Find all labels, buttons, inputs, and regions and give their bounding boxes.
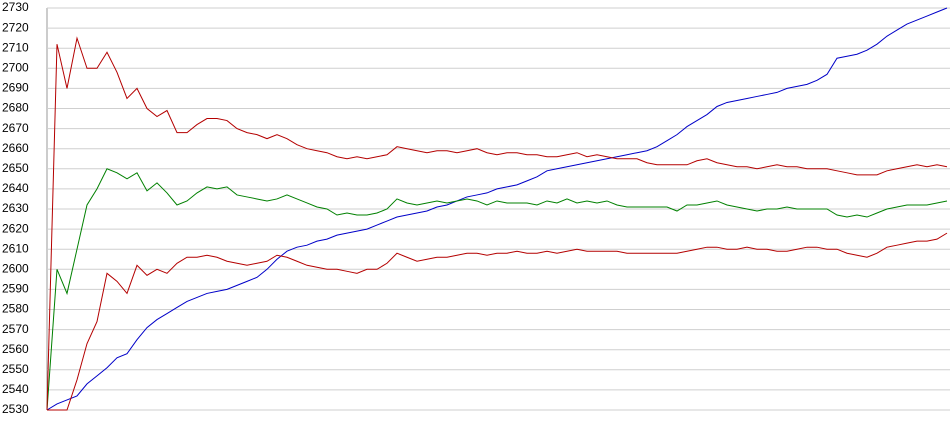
y-tick-label: 2640 — [2, 181, 29, 195]
series-line — [46, 168, 948, 411]
series-line — [46, 36, 948, 411]
y-tick-label: 2670 — [2, 121, 29, 135]
y-tick-label: 2570 — [2, 322, 29, 336]
y-tick-label: 2550 — [2, 362, 29, 376]
y-tick-label: 2600 — [2, 261, 29, 275]
y-tick-label: 2620 — [2, 221, 29, 235]
y-tick-label: 2680 — [2, 101, 29, 115]
y-tick-label: 2720 — [2, 20, 29, 34]
y-tick-label: 2540 — [2, 382, 29, 396]
y-tick-label: 2610 — [2, 241, 29, 255]
series-line — [47, 232, 948, 411]
y-tick-label: 2690 — [2, 81, 29, 95]
y-tick-label: 2730 — [2, 0, 29, 14]
y-tick-label: 2650 — [2, 161, 29, 175]
y-tick-label: 2710 — [2, 40, 29, 54]
y-tick-label: 2530 — [2, 402, 29, 416]
y-tick-label: 2630 — [2, 201, 29, 215]
y-tick-label: 2590 — [2, 282, 29, 296]
y-tick-label: 2580 — [2, 302, 29, 316]
y-tick-label: 2700 — [2, 60, 29, 74]
series-line — [46, 7, 948, 411]
y-tick-label: 2560 — [2, 342, 29, 356]
y-tick-label: 2660 — [2, 141, 29, 155]
